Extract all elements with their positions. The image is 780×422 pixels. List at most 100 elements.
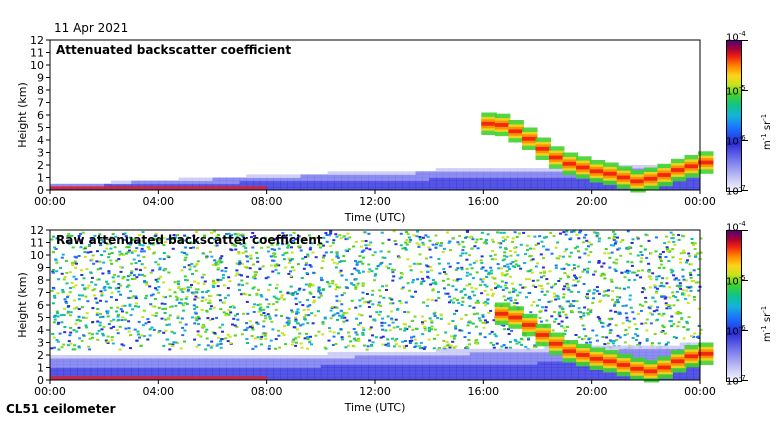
noise-cell — [672, 240, 676, 243]
boundary-layer-cell — [435, 180, 444, 185]
noise-cell — [263, 334, 267, 337]
noise-cell — [544, 306, 548, 309]
boundary-layer-cell — [50, 367, 58, 372]
noise-cell — [342, 311, 346, 314]
noise-cell — [662, 295, 666, 298]
noise-cell — [319, 292, 323, 295]
noise-cell — [193, 322, 197, 325]
noise-cell — [655, 290, 659, 293]
boundary-layer-cell — [456, 183, 464, 188]
boundary-layer-cell — [273, 358, 281, 362]
noise-cell — [180, 269, 184, 272]
noise-cell — [319, 246, 322, 249]
boundary-layer-cell — [686, 370, 694, 375]
noise-cell — [68, 334, 72, 337]
noise-cell — [306, 336, 310, 338]
noise-cell — [567, 264, 571, 267]
noise-cell — [52, 316, 56, 318]
noise-cell — [357, 337, 360, 340]
boundary-layer-cell — [334, 351, 342, 356]
noise-cell — [181, 326, 185, 329]
boundary-layer-cell — [307, 364, 315, 368]
noise-cell — [294, 318, 298, 321]
boundary-layer-cell — [347, 186, 356, 191]
noise-cell — [317, 296, 321, 299]
noise-cell — [94, 283, 98, 286]
boundary-layer-cell — [429, 373, 437, 378]
noise-cell — [461, 296, 465, 299]
boundary-layer-cell — [618, 351, 627, 356]
noise-cell — [601, 336, 605, 338]
noise-cell — [177, 287, 181, 290]
y-tick-label: 8 — [37, 84, 44, 97]
noise-cell — [501, 236, 505, 239]
boundary-layer-cell — [151, 364, 159, 368]
boundary-layer-cell — [564, 361, 572, 365]
boundary-layer-cell — [435, 351, 444, 356]
noise-cell — [302, 316, 306, 319]
noise-cell — [433, 314, 437, 317]
boundary-layer-cell — [212, 373, 220, 378]
boundary-layer-cell — [503, 373, 511, 378]
noise-cell — [85, 312, 89, 315]
boundary-layer-cell — [564, 370, 572, 375]
noise-cell — [284, 343, 288, 346]
noise-cell — [334, 233, 338, 236]
boundary-layer-cell — [205, 364, 213, 368]
boundary-layer-cell — [307, 361, 315, 365]
noise-cell — [102, 287, 106, 289]
noise-cell — [295, 341, 298, 344]
noise-cell — [561, 255, 565, 258]
noise-cell — [83, 255, 87, 258]
y-tick-label: 5 — [37, 122, 44, 135]
boundary-layer-cell — [131, 373, 139, 378]
noise-cell — [403, 327, 407, 330]
noise-cell — [640, 253, 644, 256]
boundary-layer-cell — [226, 364, 234, 368]
noise-cell — [60, 321, 64, 324]
boundary-layer-cell — [551, 355, 559, 359]
cloud-cell — [684, 164, 700, 169]
noise-cell — [486, 293, 490, 296]
noise-cell — [286, 246, 290, 249]
noise-cell — [566, 283, 570, 286]
noise-cell — [106, 315, 110, 318]
noise-cell — [663, 332, 667, 335]
boundary-layer-cell — [354, 186, 362, 191]
noise-cell — [499, 242, 503, 245]
noise-cell — [504, 346, 508, 349]
noise-cell — [335, 295, 339, 298]
boundary-layer-cell — [463, 373, 471, 378]
noise-cell — [162, 258, 166, 261]
noise-cell — [429, 256, 433, 259]
noise-cell — [503, 254, 506, 257]
noise-cell — [286, 292, 290, 295]
noise-cell — [528, 270, 532, 272]
noise-cell — [430, 319, 434, 322]
noise-cell — [270, 243, 274, 246]
noise-cell — [275, 301, 279, 304]
noise-cell — [573, 267, 576, 270]
noise-cell — [233, 324, 237, 327]
noise-cell — [79, 239, 82, 242]
boundary-layer-cell — [83, 370, 92, 375]
noise-cell — [352, 245, 356, 248]
boundary-layer-cell — [530, 358, 538, 362]
boundary-layer-cell — [395, 177, 403, 182]
boundary-layer-cell — [307, 358, 315, 362]
boundary-layer-cell — [402, 180, 410, 185]
noise-cell — [483, 283, 487, 286]
noise-cell — [135, 276, 139, 279]
noise-cell — [490, 330, 494, 333]
boundary-layer-cell — [537, 171, 545, 175]
noise-cell — [383, 322, 387, 324]
noise-cell — [488, 332, 492, 335]
boundary-layer-cell — [442, 180, 450, 185]
noise-cell — [536, 242, 540, 245]
boundary-layer-cell — [199, 183, 207, 188]
boundary-layer-cell — [388, 171, 396, 175]
noise-cell — [141, 244, 145, 247]
noise-cell — [119, 284, 123, 287]
boundary-layer-cell — [110, 373, 119, 378]
noise-cell — [266, 276, 270, 279]
